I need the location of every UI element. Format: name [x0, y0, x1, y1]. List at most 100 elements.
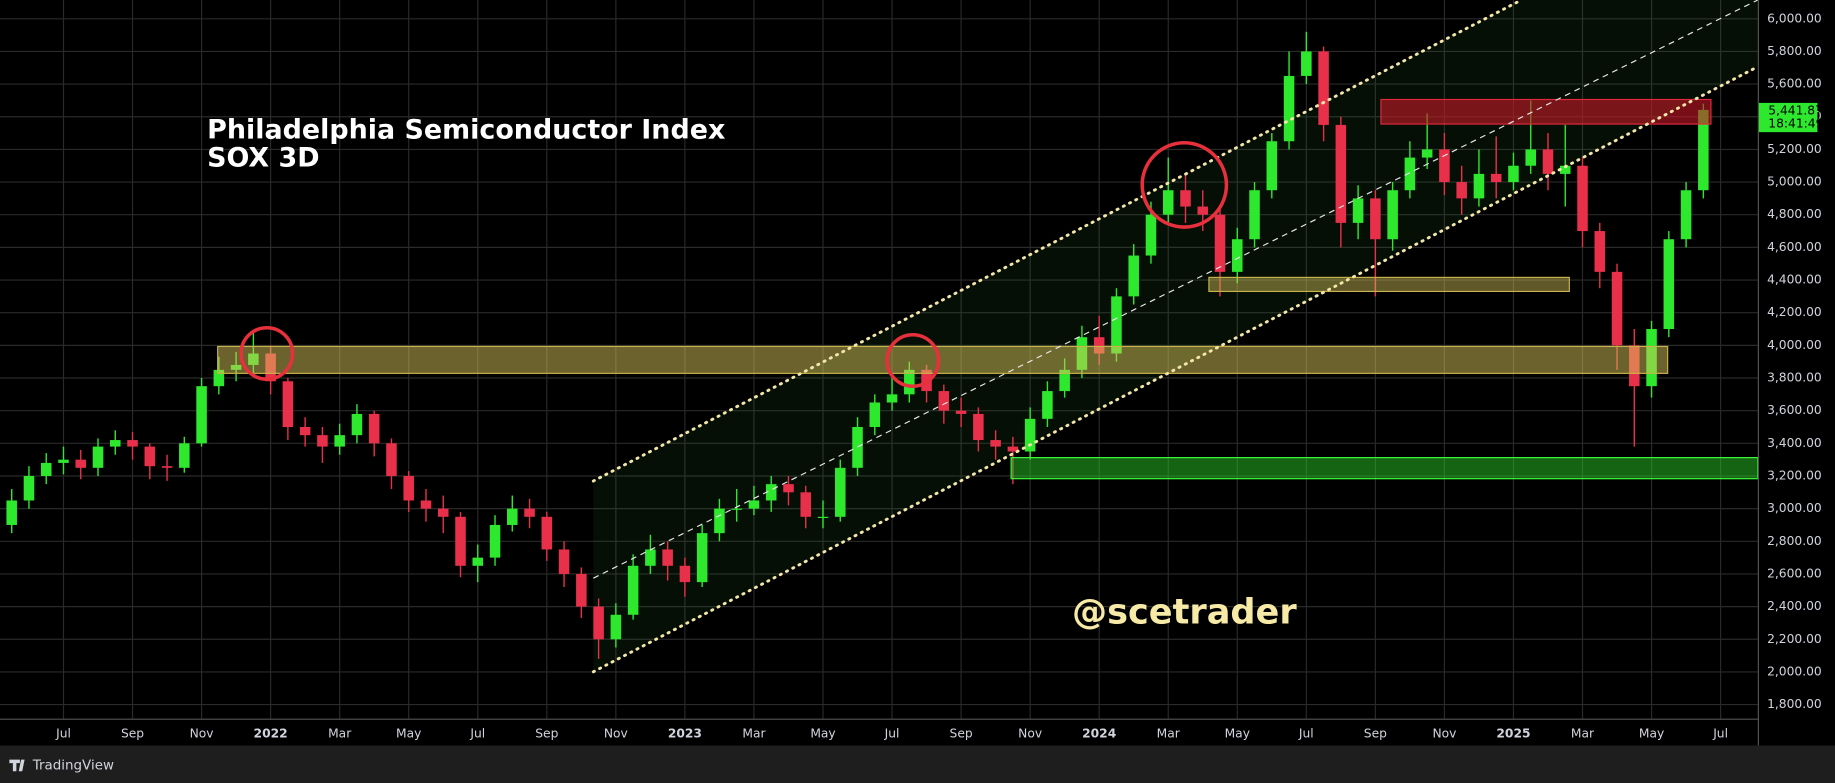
x-tick-label: Mar: [328, 726, 352, 740]
last-price-box: [1758, 102, 1818, 133]
candle-body: [1439, 149, 1450, 183]
candle-body: [1421, 149, 1433, 158]
candle-body: [1508, 165, 1519, 183]
highlight-circle: [885, 332, 941, 388]
y-tick-label: 3,400.00: [1767, 436, 1822, 450]
watermark: @scetrader: [1072, 591, 1297, 632]
candle-body: [1111, 296, 1122, 354]
candle-body: [731, 508, 742, 510]
x-tick-label: Jul: [1712, 726, 1728, 740]
candle-body: [282, 381, 294, 427]
candle-body: [58, 459, 69, 463]
candle-body: [817, 516, 829, 518]
y-tick-label: 2,000.00: [1767, 664, 1822, 678]
x-tick-label: May: [1225, 726, 1250, 740]
candle-body: [179, 443, 190, 468]
candle-body: [696, 533, 708, 583]
y-tick-label: 2,600.00: [1767, 566, 1822, 580]
candle-body: [610, 614, 622, 640]
resistance-zone: [217, 345, 1669, 374]
y-tick-label: 5,200.00: [1767, 142, 1822, 156]
candle-body: [558, 549, 570, 574]
candle-body: [904, 369, 915, 395]
candle-body: [317, 435, 328, 447]
candle-body: [403, 475, 414, 501]
candle-body: [1197, 206, 1209, 215]
y-tick-label: 3,200.00: [1767, 468, 1822, 482]
candle-body: [23, 475, 35, 501]
y-tick-label: 3,800.00: [1767, 371, 1822, 385]
x-tick-label: Mar: [742, 726, 766, 740]
candle-body: [1128, 255, 1139, 297]
candle-body: [1059, 369, 1070, 392]
x-tick-label: May: [1639, 726, 1664, 740]
candle-body: [507, 508, 518, 525]
candle-body: [869, 402, 881, 427]
candle-body: [1370, 198, 1381, 240]
candle-body: [1162, 190, 1174, 215]
candle-body: [437, 508, 449, 517]
y-tick-label: 2,400.00: [1767, 599, 1822, 613]
green-zone: [1010, 457, 1759, 480]
candle-body: [40, 462, 52, 476]
candle-body: [1456, 182, 1467, 199]
candle-body: [1559, 165, 1571, 174]
x-tick-label: May: [396, 726, 421, 740]
y-tick-label: 4,200.00: [1767, 305, 1822, 319]
y-tick-label: 5,600.00: [1767, 77, 1822, 91]
candle-body: [1577, 165, 1588, 232]
y-tick-label: 5,000.00: [1767, 175, 1822, 189]
candle-body: [196, 386, 207, 444]
channel-upper: [591, 0, 1523, 483]
candle-body: [955, 410, 967, 414]
x-tick-label: 2022: [254, 726, 288, 740]
x-tick-label: Mar: [1157, 726, 1181, 740]
candle-body: [1232, 239, 1243, 272]
x-tick-label: Sep: [950, 726, 973, 740]
candle-body: [1490, 173, 1502, 183]
candle-body: [1318, 51, 1329, 125]
candle-body: [783, 484, 794, 493]
candle-body: [144, 446, 156, 467]
candle-body: [593, 606, 604, 640]
candle-body: [351, 413, 363, 436]
candle-body: [990, 440, 1001, 447]
y-tick-label: 2,800.00: [1767, 534, 1822, 548]
candle-body: [627, 565, 639, 615]
candle-body: [852, 426, 863, 468]
candle-body: [1180, 190, 1191, 207]
y-tick-label: 1,800.00: [1767, 697, 1822, 711]
candle-body: [800, 492, 812, 517]
x-tick-label: Jul: [1298, 726, 1314, 740]
candle-body: [973, 413, 984, 441]
chart-title: Philadelphia Semiconductor Index: [207, 115, 725, 146]
y-tick-label: 5,800.00: [1767, 44, 1822, 58]
x-tick-label: Nov: [1432, 726, 1456, 740]
candle-body: [1301, 51, 1312, 76]
x-tick-label: Jul: [469, 726, 485, 740]
candle-body: [645, 549, 656, 566]
candle-body: [1266, 141, 1278, 191]
candle-body: [472, 557, 484, 566]
candle-body: [489, 524, 501, 558]
y-tick-label: 2,200.00: [1767, 632, 1822, 646]
candle-body: [886, 394, 898, 403]
candle-body: [1663, 239, 1675, 330]
candle-body: [679, 565, 691, 583]
brand-name: TradingView: [32, 758, 114, 773]
candle-body: [576, 573, 587, 607]
candle-body: [1698, 109, 1709, 191]
channel-lower: [591, 65, 1760, 674]
candle-body: [161, 466, 173, 468]
candle-body: [1542, 149, 1554, 174]
candle-body: [1249, 190, 1260, 240]
last-price-label: 5,441.87: [1768, 104, 1823, 118]
support-zone: [1208, 276, 1570, 293]
highlight-circle: [1140, 141, 1229, 229]
candle-body: [1352, 198, 1364, 223]
countdown: 18:41:49: [1768, 116, 1823, 130]
candle-body: [1214, 214, 1226, 272]
